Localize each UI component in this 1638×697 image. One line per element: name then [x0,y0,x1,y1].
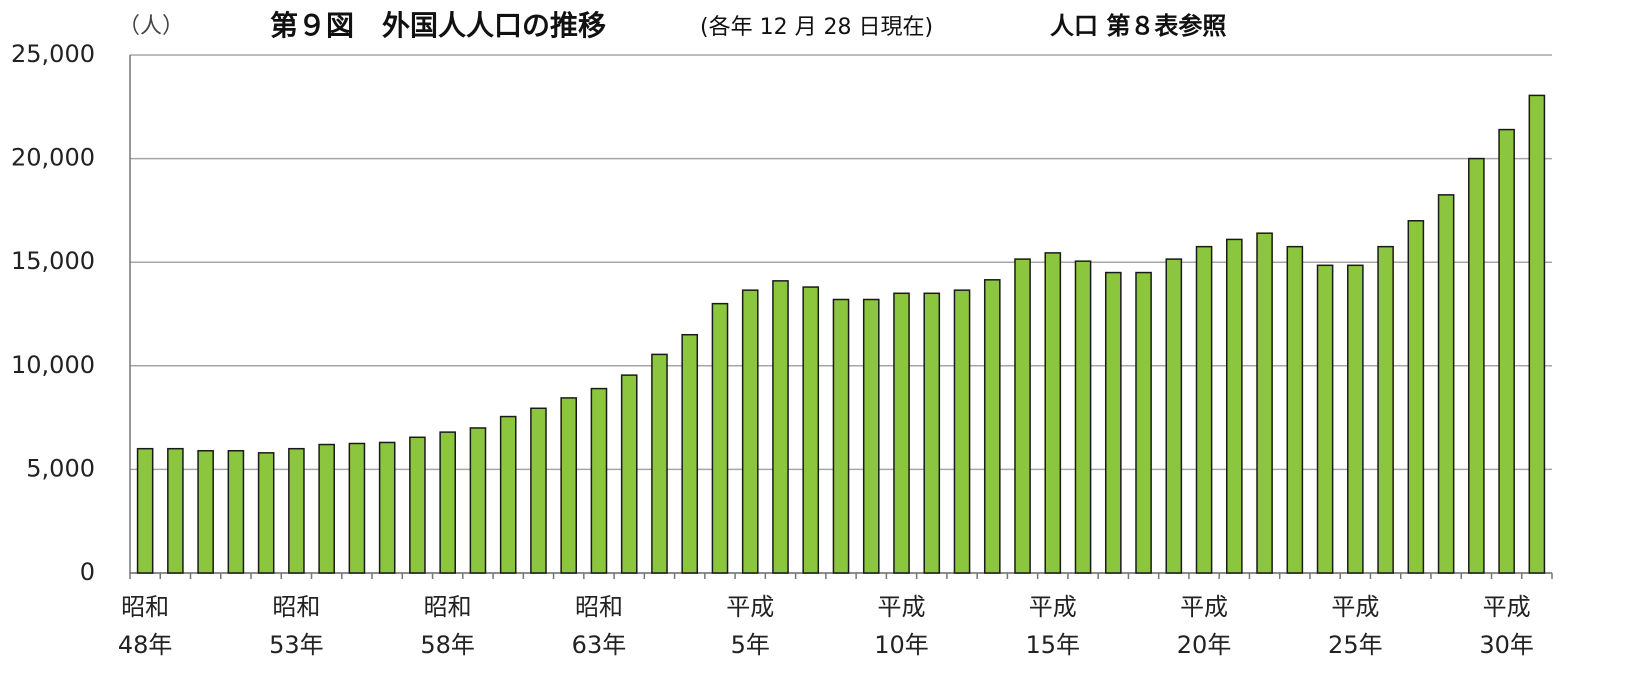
bar [681,333,699,574]
bar [923,292,941,574]
bar [530,407,547,574]
bar [620,374,638,574]
bar [499,415,517,574]
y-tick-label: 15,000 [11,247,95,275]
y-unit: （人） [118,14,185,39]
bar [318,443,335,574]
bar [862,298,880,574]
bar [197,450,214,574]
x-tick-label: 平成 30年 [1479,593,1534,659]
bar [1044,252,1062,574]
bar [832,298,850,574]
bar [1195,245,1213,574]
bar [1468,157,1485,574]
bar [590,387,608,574]
bar [1074,260,1092,574]
bar [651,353,668,574]
x-tick-label: 昭和 58年 [420,593,475,659]
x-tick-label: 平成 20年 [1176,593,1232,659]
bar [409,436,426,574]
bar [469,427,487,574]
x-tick-label: 昭和 48年 [117,593,173,659]
x-tick-label: 昭和 53年 [269,593,324,659]
bar [1437,194,1455,574]
bar [348,442,366,574]
bar [227,450,245,574]
y-tick-label: 0 [80,558,95,586]
x-tick-label: 平成 5年 [726,593,775,659]
x-tick-label: 昭和 63年 [571,593,627,659]
bar [1286,245,1304,574]
bar [288,447,305,574]
bar [560,397,578,574]
bar [983,279,1001,574]
x-tick-label: 平成 10年 [874,593,929,659]
bar [1347,264,1364,574]
y-tick-label: 5,000 [26,454,95,482]
chart-subtitle: (各年 12 月 28 日現在) [700,15,934,40]
chart-note: 人口 第８表参照 [1050,12,1227,40]
bar [1377,245,1394,574]
y-tick-label: 25,000 [11,40,95,68]
bar [711,302,729,574]
bar [772,280,789,574]
bar [802,286,820,574]
bar [167,447,184,574]
bar [1014,258,1031,574]
y-tick-label: 10,000 [11,351,95,379]
x-tick-label: 平成 15年 [1025,593,1081,659]
bar [1165,258,1183,574]
bar [257,452,275,574]
bar [741,289,759,574]
bar [1226,238,1243,574]
bar [893,292,910,574]
bar [439,431,456,574]
bar [1256,232,1273,574]
bar [1528,94,1546,574]
bar [378,441,396,574]
bar [1498,128,1515,574]
bar [953,289,971,574]
bar [1104,271,1122,574]
bar [1316,264,1334,574]
chart-title: 第９図 外国人人口の推移 [270,9,607,42]
bar [136,447,154,574]
x-tick-label: 平成 25年 [1328,593,1383,659]
bar [1135,271,1152,574]
y-tick-label: 20,000 [11,144,95,172]
bar [1407,220,1425,574]
